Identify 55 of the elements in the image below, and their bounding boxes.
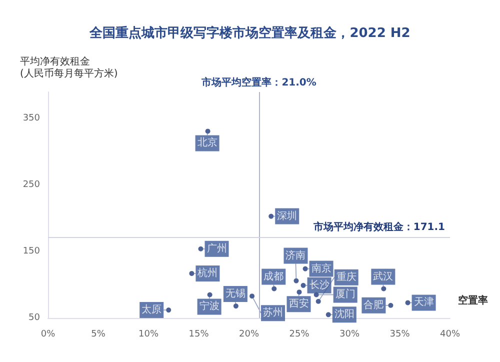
point <box>268 214 274 219</box>
point <box>296 290 302 295</box>
y-tick-label: 350 <box>22 114 40 124</box>
series-label: 西安 <box>288 298 309 310</box>
x-tick-label: 35% <box>390 330 410 340</box>
x-tick-label: 40% <box>440 330 460 340</box>
x-tick-label: 30% <box>339 330 360 340</box>
point <box>405 300 410 306</box>
ref-line-label: 市场平均净有效租金：171.1 <box>312 221 446 234</box>
point <box>388 302 394 308</box>
x-tick-label: 15% <box>188 330 210 340</box>
series-label: 成都 <box>264 270 284 282</box>
point <box>198 246 204 252</box>
ref-line-label: 市场平均空置率：21.0% <box>200 76 316 88</box>
series-label: 沈阳 <box>334 308 354 320</box>
series-label: 无锡 <box>225 288 246 300</box>
point <box>250 294 255 299</box>
series-label: 天津 <box>414 296 434 308</box>
y-axis-title: 平均净有效租金 (人民币每月每平方米) <box>20 56 118 80</box>
series-label: 深圳 <box>277 210 298 222</box>
series-label: 济南 <box>286 249 306 262</box>
series-label: 厦门 <box>335 288 356 300</box>
point <box>166 308 172 313</box>
x-tick-label: 10% <box>138 330 159 340</box>
series-label: 广州 <box>206 242 227 254</box>
x-tick-label: 25% <box>289 330 310 340</box>
series-label: 南京 <box>311 262 332 274</box>
point <box>272 286 277 292</box>
x-tick-label: 0% <box>40 330 56 340</box>
text: 重庆 <box>336 270 356 283</box>
series-label: 合肥 <box>364 298 384 311</box>
x-tick-label: 5% <box>91 330 106 340</box>
x-tick-label: 20% <box>238 330 260 340</box>
series-label: 杭州 <box>196 266 218 279</box>
x-axis-title: 空置率 <box>458 294 488 306</box>
point <box>205 128 210 134</box>
point <box>302 266 308 272</box>
point <box>207 292 212 298</box>
series-label: 北京 <box>197 136 218 149</box>
series-label: 武汉 <box>373 270 394 282</box>
series-label: 太原 <box>142 304 162 316</box>
y-tick-label: 250 <box>22 180 40 190</box>
y-tick-label: 150 <box>22 246 40 257</box>
point <box>233 304 238 309</box>
point <box>294 278 299 284</box>
series-label: 苏州 <box>263 306 284 319</box>
point <box>316 298 321 304</box>
point <box>381 286 386 292</box>
series-label: 宁波 <box>199 300 220 312</box>
y-tick-label: 50 <box>28 313 40 323</box>
point <box>189 270 194 276</box>
series-label: 长沙 <box>309 278 330 291</box>
chart-title: 全国重点城市甲级写字楼市场空置率及租金，2022 H2 <box>88 25 410 41</box>
point <box>300 282 306 288</box>
point <box>326 312 331 318</box>
